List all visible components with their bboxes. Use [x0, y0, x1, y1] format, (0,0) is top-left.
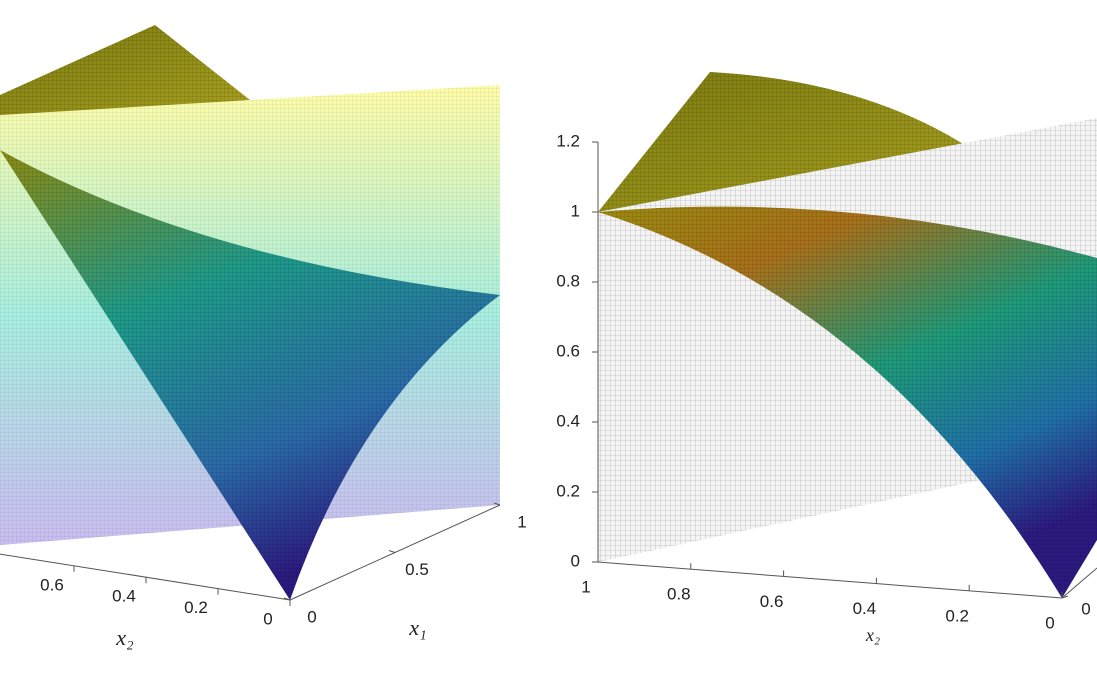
y-tick-label: 0 — [1081, 599, 1090, 618]
tick-mark — [388, 550, 396, 553]
x-tick-label: 0.4 — [112, 587, 136, 606]
z-tick-label: 1 — [571, 201, 580, 220]
x-tick-label: 0 — [263, 609, 272, 628]
x-tick-label: 0.6 — [760, 592, 784, 611]
tick-mark — [1061, 595, 1069, 599]
z-tick-label: 0.2 — [556, 481, 580, 500]
x-axis-label: x₂ — [115, 625, 134, 650]
x-tick-label: 0.4 — [853, 599, 877, 618]
z-tick-label: 0.4 — [556, 411, 580, 430]
z-tick-label: 0 — [571, 551, 580, 570]
y-axis-label: x₁ — [408, 615, 426, 640]
z-tick-label: 0.8 — [556, 271, 580, 290]
x-tick-label: 0.2 — [945, 606, 969, 625]
axis-line — [1061, 567, 1097, 599]
x-tick-label: 1 — [581, 577, 590, 596]
right-surfaces — [598, 72, 1097, 598]
y-tick-label: 0.5 — [405, 560, 429, 579]
x-tick-label: 0.6 — [40, 575, 64, 594]
z-tick-label: 1.2 — [556, 131, 580, 150]
axis-line — [0, 553, 291, 601]
tick-mark — [493, 502, 501, 506]
z-tick-label: 0.6 — [556, 341, 580, 360]
tick-mark — [283, 597, 291, 601]
y-tick-label: 1 — [517, 512, 526, 531]
x-axis-label: x₂ — [865, 625, 880, 645]
axis-line — [597, 561, 1063, 599]
x-tick-label: 0 — [1045, 613, 1054, 632]
left-surfaces — [0, 25, 500, 600]
x-tick-label: 0.2 — [184, 598, 208, 617]
y-tick-label: 0 — [307, 607, 316, 626]
x-tick-label: 0.8 — [667, 585, 691, 604]
